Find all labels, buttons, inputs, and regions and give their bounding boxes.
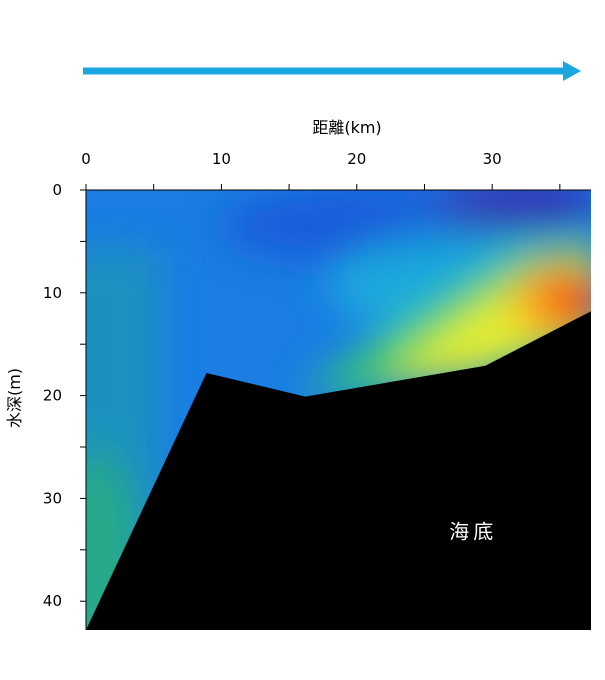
axes: 0 10 20 30 0 10 20 30 40 [43, 150, 591, 630]
y-tick-label: 30 [43, 489, 62, 507]
direction-arrow [83, 61, 581, 81]
x-axis-title: 距離(km) [312, 118, 381, 137]
seabed-area [86, 311, 591, 630]
y-tick-label: 20 [43, 387, 62, 405]
heatmap-field [86, 190, 591, 630]
x-tick-label: 20 [347, 150, 366, 168]
x-tick-label: 10 [212, 150, 231, 168]
y-axis-title: 水深(m) [5, 368, 24, 428]
x-tick-label: 0 [81, 150, 91, 168]
y-tick-label: 40 [43, 592, 62, 610]
x-tick-label: 30 [483, 150, 502, 168]
y-tick-label: 0 [52, 181, 62, 199]
annotations: 海底 [449, 519, 497, 543]
y-tick-label: 10 [43, 284, 62, 302]
seabed-label: 海底 [449, 519, 497, 543]
